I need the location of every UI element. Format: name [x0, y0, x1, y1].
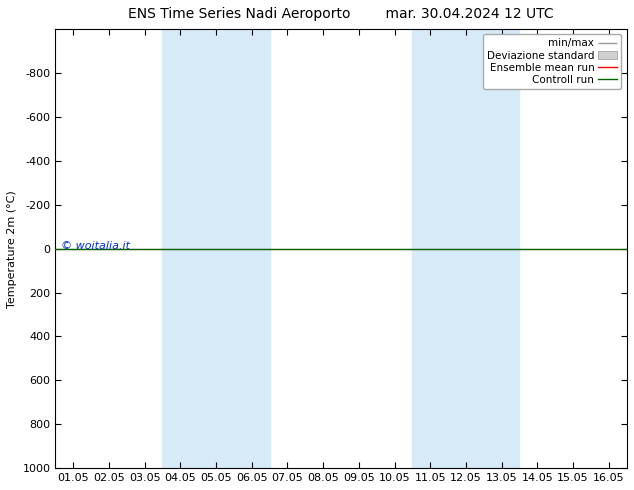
Bar	[412, 29, 519, 468]
Text: © woitalia.it: © woitalia.it	[61, 242, 130, 251]
Bar	[162, 29, 269, 468]
Legend: min/max, Deviazione standard, Ensemble mean run, Controll run: min/max, Deviazione standard, Ensemble m…	[482, 34, 621, 89]
Title: ENS Time Series Nadi Aeroporto        mar. 30.04.2024 12 UTC: ENS Time Series Nadi Aeroporto mar. 30.0…	[128, 7, 553, 21]
Y-axis label: Temperature 2m (°C): Temperature 2m (°C)	[7, 190, 17, 308]
